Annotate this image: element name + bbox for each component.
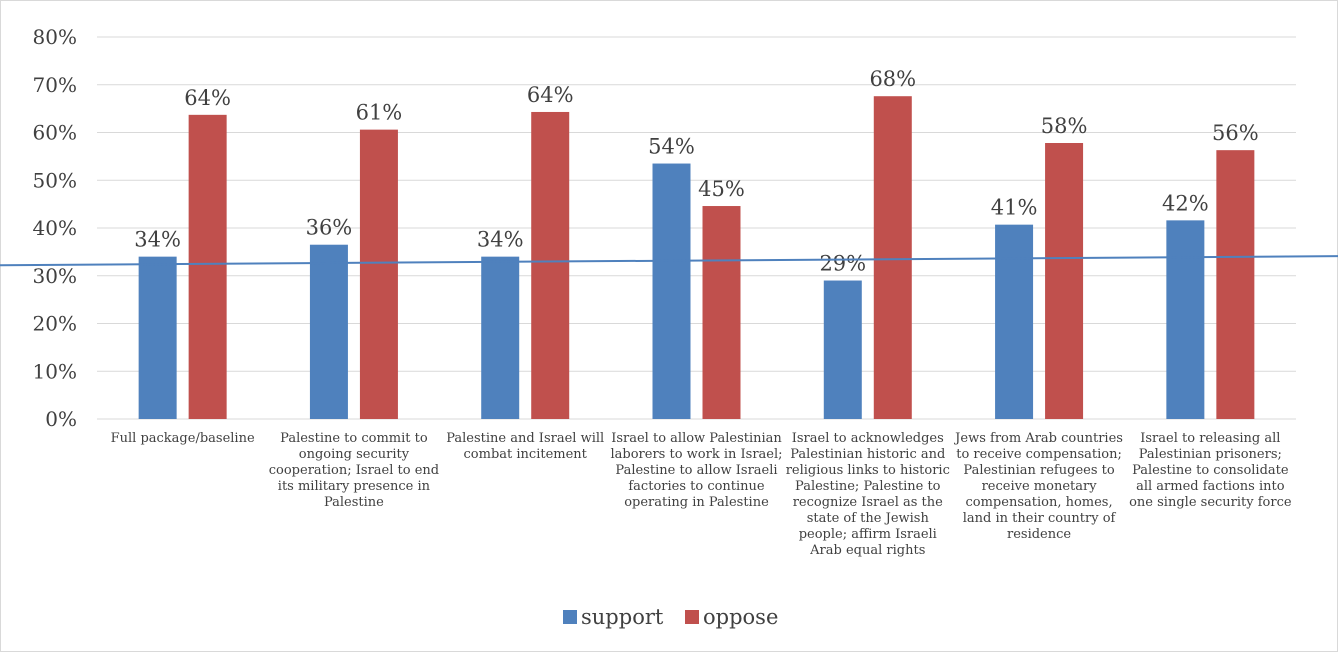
- bar-support: [995, 224, 1034, 419]
- legend-swatch-support: [563, 610, 577, 624]
- bar-support: [138, 256, 177, 419]
- data-label-oppose: 61%: [356, 101, 403, 125]
- bar-oppose: [531, 111, 570, 419]
- legend: support oppose: [563, 605, 778, 629]
- data-label-oppose: 58%: [1041, 114, 1088, 138]
- y-tick-label: 60%: [33, 121, 77, 145]
- bar-support: [823, 280, 862, 419]
- bars: [138, 96, 1255, 420]
- y-tick-label: 10%: [33, 359, 77, 383]
- data-label-oppose: 64%: [527, 83, 574, 107]
- bar-oppose: [702, 206, 741, 419]
- y-tick-label: 20%: [33, 312, 77, 336]
- data-label-support: 36%: [306, 216, 353, 240]
- bar-support: [652, 163, 691, 419]
- y-tick-label: 70%: [33, 73, 77, 97]
- y-tick-label: 40%: [33, 216, 77, 240]
- data-label-oppose: 45%: [698, 177, 745, 201]
- y-tick-label: 50%: [33, 168, 77, 192]
- y-tick-label: 80%: [33, 25, 77, 49]
- data-label-oppose: 68%: [869, 67, 916, 91]
- y-axis-ticks: 0% 10% 20% 30% 40% 50% 60% 70% 80%: [33, 25, 77, 431]
- legend-swatch-oppose: [685, 610, 699, 624]
- trendline-layer: [0, 255, 1338, 267]
- y-tick-label: 30%: [33, 264, 77, 288]
- trendline: [0, 255, 1338, 267]
- data-labels: 34% 64% 36% 61% 34% 64% 54%45% 29% 68% 41% 58% 42% 5…: [134, 67, 1258, 275]
- data-label-support: 54%: [648, 135, 695, 159]
- bar-oppose: [188, 114, 227, 420]
- bar-oppose: [1045, 143, 1084, 419]
- legend-label-oppose: oppose: [703, 605, 778, 629]
- bar-oppose: [359, 129, 398, 419]
- data-label-support: 29%: [819, 252, 866, 276]
- y-tick-label: 0%: [45, 407, 77, 431]
- bar-oppose: [873, 96, 912, 420]
- data-label-support: 42%: [1162, 191, 1209, 215]
- bar-support: [481, 256, 520, 419]
- data-label-support: 34%: [134, 228, 181, 252]
- bar-oppose: [1216, 150, 1255, 420]
- gridlines: [97, 36, 1296, 420]
- data-label-oppose: 64%: [184, 86, 231, 110]
- bar-support: [309, 244, 348, 419]
- bar-support: [1166, 220, 1205, 419]
- data-label-support: 41%: [991, 196, 1038, 220]
- legend-label-support: support: [581, 605, 664, 629]
- data-label-oppose: 56%: [1212, 121, 1259, 145]
- data-label-support: 34%: [477, 228, 524, 252]
